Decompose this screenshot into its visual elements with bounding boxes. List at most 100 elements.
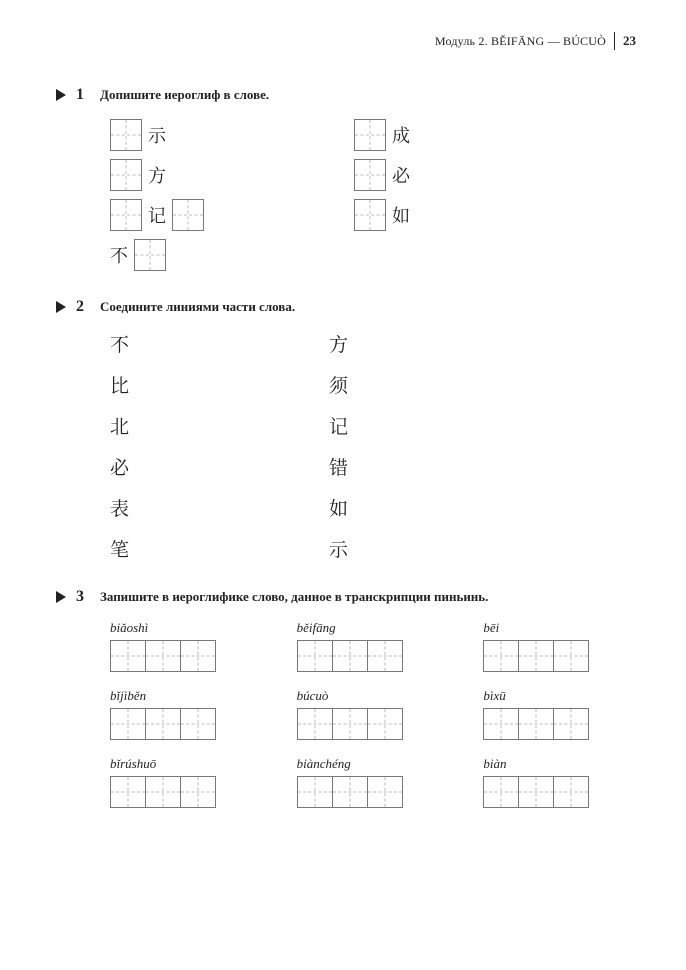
- chinese-char: 错: [329, 453, 348, 480]
- char-box-group: [110, 708, 253, 740]
- char-box: [110, 199, 142, 231]
- char-box-group: [297, 708, 440, 740]
- char-box: [146, 776, 181, 808]
- exercise-3-item: biànchéng: [297, 756, 440, 808]
- char-box: [181, 708, 216, 740]
- exercise-1-right-column: 成必如: [354, 118, 410, 272]
- char-box: [483, 776, 519, 808]
- char-box: [554, 708, 589, 740]
- exercise-3-item: bǐrúshuō: [110, 756, 253, 808]
- char-box: [368, 708, 403, 740]
- char-box: [181, 776, 216, 808]
- char-box-group: [483, 640, 626, 672]
- char-box: [354, 199, 386, 231]
- exercise-3: 3 Запишите в иероглифике слово, данное в…: [70, 588, 636, 808]
- exercise-3-item: bǐjìběn: [110, 688, 253, 740]
- exercise-3-grid: biǎoshì běifāng bēi bǐjìběn búcuò bìxū bǐrúshu…: [110, 620, 626, 808]
- chinese-char: 须: [329, 371, 348, 398]
- char-box: [146, 640, 181, 672]
- chinese-char: 北: [110, 412, 129, 439]
- char-box: [110, 640, 146, 672]
- char-box: [172, 199, 204, 231]
- char-box: [554, 640, 589, 672]
- pinyin-label: biǎoshì: [110, 620, 253, 636]
- char-box: [519, 776, 554, 808]
- chinese-char: 必: [392, 162, 410, 188]
- exercise-2-header: 2 Соедините линиями части слова.: [56, 298, 636, 316]
- pinyin-label: bǐjìběn: [110, 688, 253, 704]
- chinese-char: 示: [329, 535, 348, 562]
- char-box: [368, 640, 403, 672]
- triangle-icon: [56, 301, 66, 313]
- exercise-1-row: 成: [354, 118, 410, 152]
- triangle-icon: [56, 591, 66, 603]
- exercise-3-item: biǎoshì: [110, 620, 253, 672]
- char-box: [333, 776, 368, 808]
- exercise-3-number: 3: [76, 588, 90, 606]
- char-box-group: [483, 708, 626, 740]
- char-box: [354, 159, 386, 191]
- char-box: [297, 640, 333, 672]
- exercise-1-number: 1: [76, 86, 90, 104]
- exercise-1-header: 1 Допишите иероглиф в слове.: [56, 86, 636, 104]
- exercise-1-row: 不: [110, 238, 204, 272]
- char-box-group: [297, 776, 440, 808]
- char-box: [181, 640, 216, 672]
- char-box-group: [110, 776, 253, 808]
- char-box: [110, 776, 146, 808]
- pinyin-label: bēi: [483, 620, 626, 636]
- chinese-char: 笔: [110, 535, 129, 562]
- pinyin-label: biànchéng: [297, 756, 440, 772]
- page: Модуль 2. BĚIFĀNG — BÚCUÒ 23 1 Допишите …: [0, 0, 686, 970]
- char-box: [297, 776, 333, 808]
- page-number: 23: [623, 33, 636, 49]
- exercise-1: 1 Допишите иероглиф в слове. 示方记不 成必如: [70, 86, 636, 272]
- char-box: [554, 776, 589, 808]
- exercise-2-title: Соедините линиями части слова.: [100, 299, 295, 315]
- exercise-3-title: Запишите в иероглифике слово, данное в т…: [100, 589, 488, 605]
- chinese-char: 比: [110, 371, 129, 398]
- exercise-1-row: 示: [110, 118, 204, 152]
- char-box: [368, 776, 403, 808]
- chinese-char: 示: [148, 122, 166, 148]
- char-box: [146, 708, 181, 740]
- pinyin-label: biàn: [483, 756, 626, 772]
- chinese-char: 如: [329, 494, 348, 521]
- pinyin-label: búcuò: [297, 688, 440, 704]
- char-box: [354, 119, 386, 151]
- header-divider: [614, 32, 615, 50]
- exercise-1-left-column: 示方记不: [110, 118, 204, 272]
- exercise-3-item: búcuò: [297, 688, 440, 740]
- exercise-2-number: 2: [76, 298, 90, 316]
- exercise-2: 2 Соедините линиями части слова. 不比北必表笔 …: [70, 298, 636, 562]
- exercise-3-item: bēi: [483, 620, 626, 672]
- char-box: [333, 708, 368, 740]
- char-box-group: [297, 640, 440, 672]
- pinyin-label: běifāng: [297, 620, 440, 636]
- chinese-char: 表: [110, 494, 129, 521]
- exercise-1-row: 方: [110, 158, 204, 192]
- chinese-char: 记: [148, 202, 166, 228]
- exercise-3-item: bìxū: [483, 688, 626, 740]
- char-box: [110, 119, 142, 151]
- exercise-1-title: Допишите иероглиф в слове.: [100, 87, 269, 103]
- exercise-1-row: 如: [354, 198, 410, 232]
- char-box: [519, 640, 554, 672]
- chinese-char: 必: [110, 453, 129, 480]
- page-header: Модуль 2. BĚIFĀNG — BÚCUÒ 23: [435, 32, 636, 50]
- char-box: [297, 708, 333, 740]
- chinese-char: 方: [148, 162, 166, 188]
- pinyin-label: bǐrúshuō: [110, 756, 253, 772]
- chinese-char: 方: [329, 330, 348, 357]
- chinese-char: 成: [392, 122, 410, 148]
- chinese-char: 不: [110, 330, 129, 357]
- chinese-char: 不: [110, 242, 128, 268]
- char-box: [110, 708, 146, 740]
- exercise-1-row: 必: [354, 158, 410, 192]
- pinyin-label: bìxū: [483, 688, 626, 704]
- char-box: [134, 239, 166, 271]
- exercise-3-header: 3 Запишите в иероглифике слово, данное в…: [56, 588, 636, 606]
- char-box: [519, 708, 554, 740]
- char-box-group: [483, 776, 626, 808]
- exercise-3-item: běifāng: [297, 620, 440, 672]
